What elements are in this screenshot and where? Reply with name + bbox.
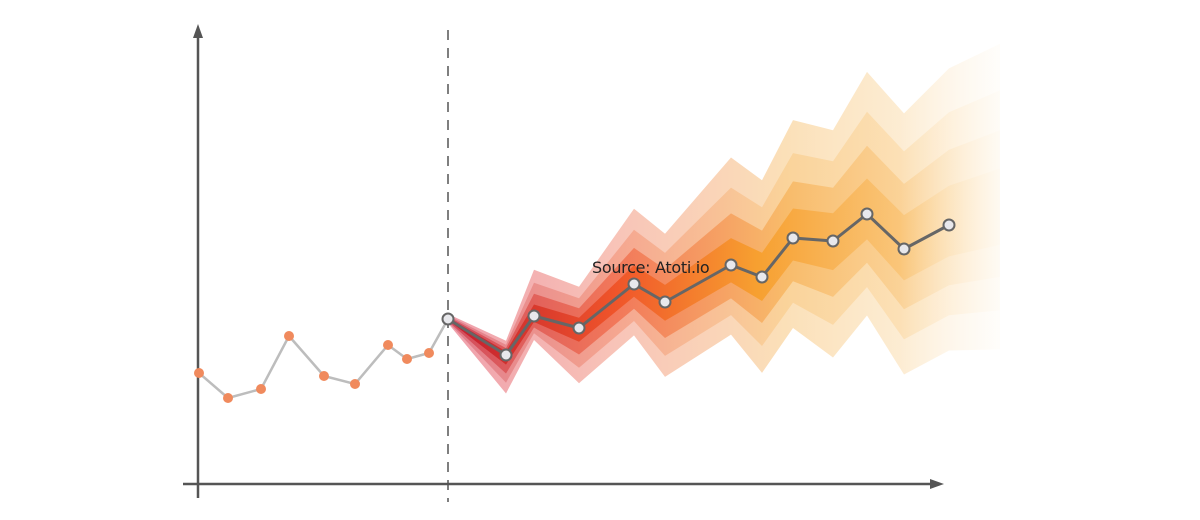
historical-point (402, 354, 412, 364)
historical-point (256, 384, 266, 394)
y-axis-arrow-icon (193, 24, 203, 38)
forecast-point (527, 309, 541, 323)
historical-point (319, 371, 329, 381)
historical-point (350, 379, 360, 389)
forecast-point (627, 277, 641, 291)
x-axis-arrow-icon (930, 479, 944, 489)
historical-line (198, 318, 450, 400)
historical-point (223, 393, 233, 403)
forecast-point (897, 242, 911, 256)
forecast-point (860, 207, 874, 221)
forecast-point (942, 218, 956, 232)
uncertainty-bands (448, 43, 1000, 394)
forecast-point (786, 231, 800, 245)
forecast-point (826, 234, 840, 248)
forecast-point (724, 258, 738, 272)
historical-point (194, 368, 204, 378)
forecast-point (755, 270, 769, 284)
forecast-point (572, 321, 586, 335)
source-annotation: Source: Atoti.io (592, 258, 710, 277)
series-lines (194, 207, 956, 403)
forecast-point (441, 312, 455, 326)
historical-point (284, 331, 294, 341)
historical-point (383, 340, 393, 350)
historical-point (424, 348, 434, 358)
forecast-point (658, 295, 672, 309)
fade-overlay (900, 40, 1030, 480)
forecast-point (499, 348, 513, 362)
